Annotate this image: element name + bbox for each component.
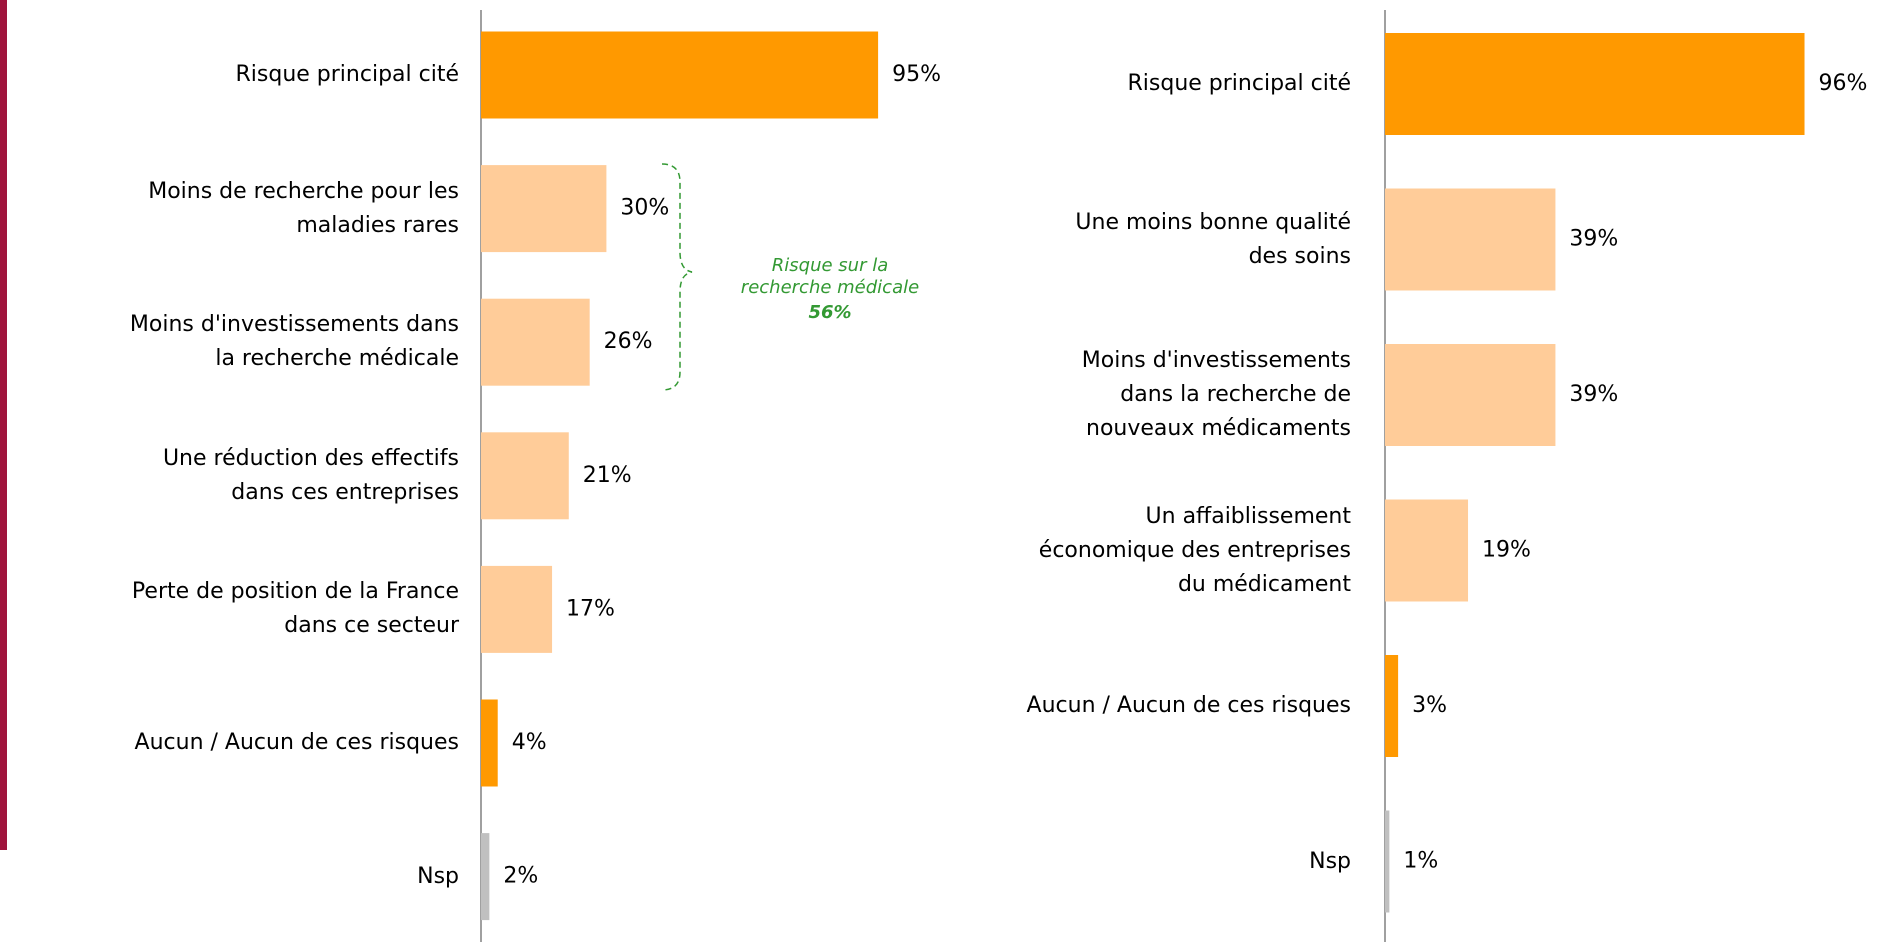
bar: [1385, 33, 1805, 135]
bar: [1385, 499, 1469, 602]
value-label: 17%: [566, 596, 615, 621]
category-label: Moins d'investissements dans la recherch…: [1081, 348, 1351, 441]
bar: [1385, 344, 1556, 446]
category-label: Aucun / Aucun de ces risques: [134, 730, 459, 755]
value-label: 30%: [620, 196, 669, 221]
annotation-text: Risque sur la recherche médicale: [740, 255, 920, 298]
value-label: 39%: [1569, 382, 1618, 407]
value-label: 3%: [1412, 693, 1447, 718]
bar: [481, 165, 607, 253]
side-strip: [0, 0, 7, 850]
value-label: 19%: [1482, 538, 1531, 563]
category-label: Aucun / Aucun de ces risques: [1026, 693, 1351, 718]
bar: [481, 432, 569, 520]
category-label: Nsp: [417, 863, 459, 889]
annotation-value: 56%: [808, 302, 852, 323]
value-label: 39%: [1569, 227, 1618, 252]
bar: [1385, 655, 1399, 757]
bar: [1385, 810, 1390, 913]
bar: [1385, 188, 1556, 291]
category-label: Une moins bonne qualité des soins: [1075, 209, 1351, 269]
category-label: Une réduction des effectifs dans ces ent…: [162, 445, 459, 505]
value-label: 4%: [512, 730, 547, 755]
value-label: 21%: [583, 463, 632, 488]
brace: [661, 163, 693, 391]
bar: [481, 565, 553, 653]
value-label: 2%: [503, 864, 538, 889]
bar: [481, 699, 498, 787]
category-label: Un affaiblissement économique des entrep…: [1038, 503, 1351, 597]
category-label: Perte de position de la France dans ce s…: [131, 579, 459, 639]
category-label: Moins d'investissements dans la recherch…: [129, 312, 459, 372]
value-label: 95%: [892, 62, 941, 87]
category-label: Risque principal cité: [1127, 71, 1352, 96]
category-label: Risque principal cité: [235, 62, 460, 87]
bar: [481, 31, 879, 119]
value-label: 26%: [604, 329, 653, 354]
bar: [481, 833, 490, 921]
value-label: 96%: [1819, 71, 1868, 96]
bar: [481, 298, 590, 386]
category-label: Nsp: [1309, 848, 1351, 874]
value-label: 1%: [1403, 849, 1438, 874]
category-label: Moins de recherche pour les maladies rar…: [148, 178, 459, 238]
